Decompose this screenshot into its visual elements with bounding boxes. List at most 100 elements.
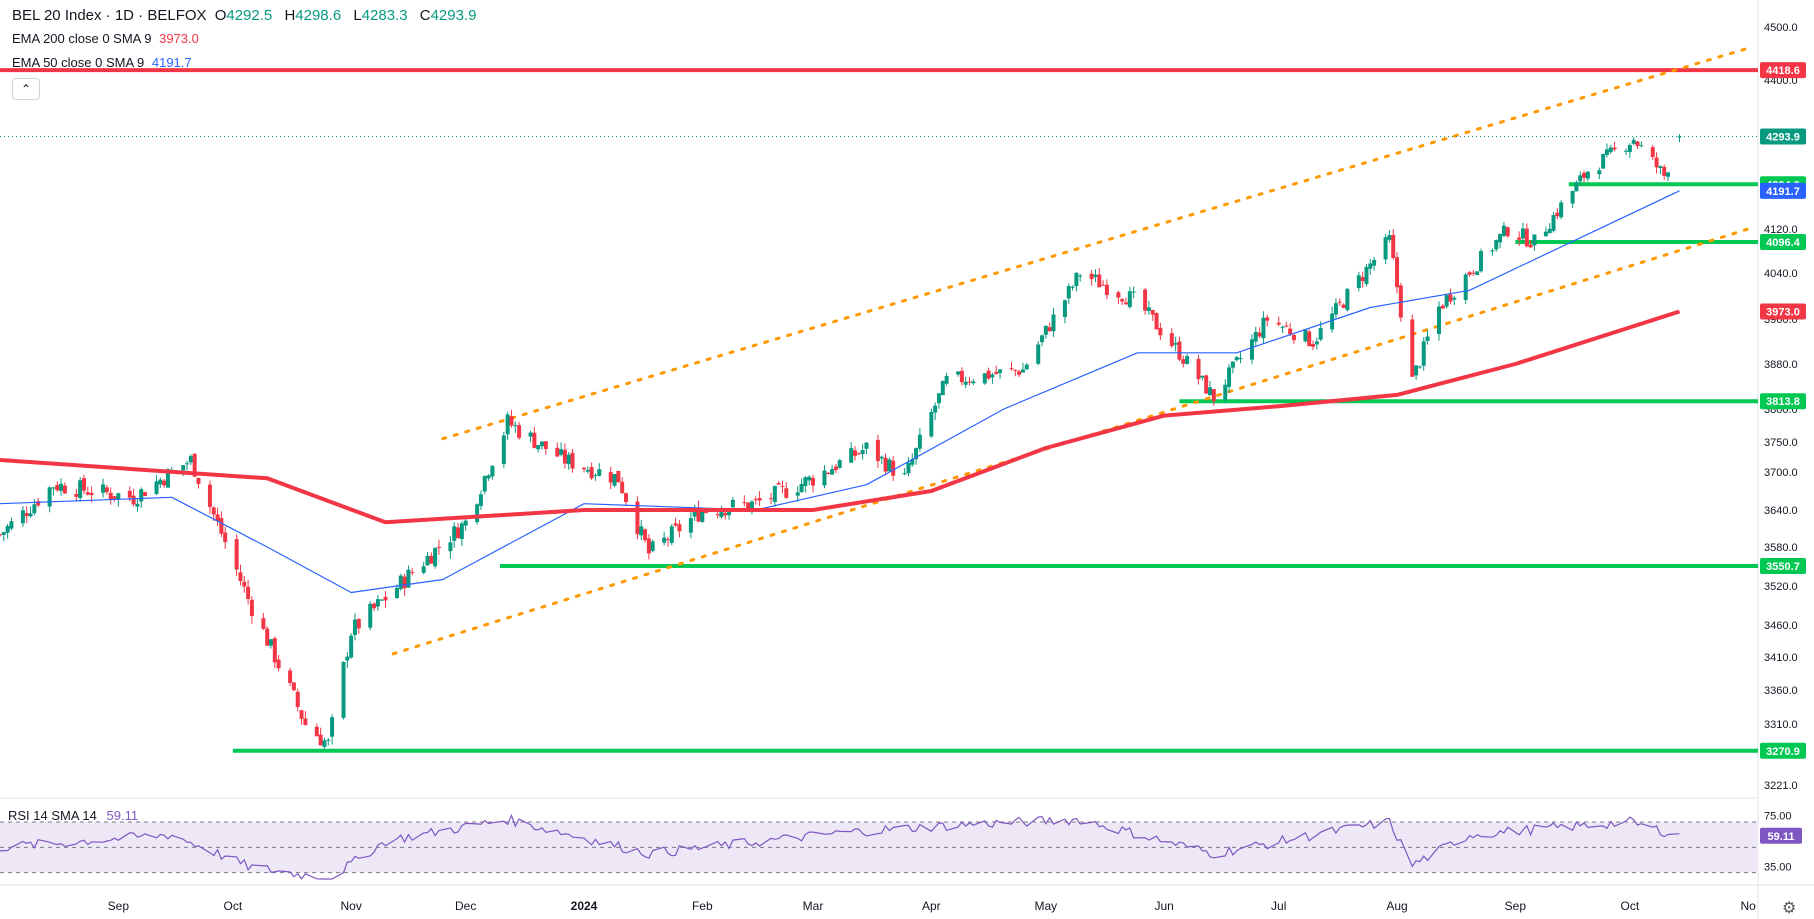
candle-body [1093, 274, 1098, 277]
price-label-text: 3813.8 [1766, 396, 1800, 408]
candle-body [1524, 228, 1529, 247]
candle-body [1124, 302, 1129, 305]
candle-body [1478, 251, 1483, 272]
candle-body [532, 432, 537, 448]
candle-body [1047, 327, 1052, 332]
candle-body [1356, 275, 1361, 288]
rsi-legend[interactable]: RSI 14 SMA 14 59.11 [8, 808, 138, 823]
ema50-value: 4191.7 [151, 55, 192, 70]
price-tick-label: 3580.0 [1764, 542, 1798, 554]
candle-body [593, 475, 598, 477]
candle-body [1570, 191, 1575, 204]
price-tick-label: 3520.0 [1764, 581, 1798, 593]
candle-body [1505, 227, 1510, 237]
candle-body [643, 529, 648, 541]
price-tick-label: 4040.0 [1764, 268, 1798, 280]
candle-body [219, 518, 224, 534]
close-label: C [419, 7, 431, 24]
candle-body [1471, 272, 1476, 274]
candle-body [902, 473, 907, 475]
candle-body [982, 373, 987, 384]
price-tick-label: 4120.0 [1764, 224, 1798, 236]
candle-body [0, 534, 2, 536]
candle-body [1089, 273, 1094, 280]
candle-body [1517, 237, 1522, 240]
candle-body [749, 501, 754, 509]
open-label: O [214, 7, 227, 24]
candle-body [429, 555, 434, 564]
candle-body [436, 546, 441, 548]
candle-body [1207, 387, 1212, 396]
gear-icon[interactable]: ⚙ [1782, 900, 1797, 917]
candle-body [582, 467, 586, 470]
candle-body [719, 510, 724, 518]
candle-body [1383, 237, 1388, 260]
candle-body [1101, 284, 1106, 286]
candle-body [1601, 154, 1606, 169]
candle-body [475, 504, 480, 523]
candle-body [104, 487, 109, 493]
candle-body [1020, 369, 1025, 373]
candle-body [799, 483, 804, 493]
candle-body [822, 470, 827, 486]
candle-body [1318, 327, 1323, 340]
candle-body [677, 524, 682, 532]
ema200-legend[interactable]: EMA 200 close 0 SMA 9 3973.0 [12, 31, 203, 46]
candle-body [853, 450, 858, 456]
candle-body [211, 507, 216, 515]
candle-body [1227, 367, 1232, 387]
candle-body [5, 525, 10, 533]
candle-body [223, 532, 228, 543]
candle-body [463, 520, 468, 526]
candle-body [696, 508, 701, 522]
candle-body [1009, 368, 1014, 370]
candle-body [963, 381, 968, 385]
candle-body [1639, 145, 1644, 147]
price-label-box [1760, 303, 1806, 320]
candle-body [272, 638, 277, 663]
time-tick-label: Oct [224, 899, 243, 913]
time-tick-label: May [1035, 899, 1058, 913]
candle-body [837, 460, 842, 468]
candle-body [833, 466, 838, 471]
candle-body [635, 501, 640, 535]
candle-body [1368, 263, 1373, 269]
candle-body [769, 498, 774, 500]
candle-body [509, 416, 514, 426]
candle-body [1173, 342, 1178, 345]
candle-body [158, 479, 163, 485]
candle-body [528, 432, 533, 437]
candle-body [559, 449, 564, 455]
collapse-legend-button[interactable]: ⌃ [12, 78, 40, 100]
candle-body [879, 456, 884, 459]
candle-body [368, 603, 373, 628]
rsi-value-label: 59.11 [1768, 831, 1795, 843]
candle-body [1249, 339, 1254, 360]
candle-body [723, 512, 728, 516]
candle-body [1650, 147, 1655, 157]
candle-body [1364, 266, 1369, 284]
candle-body [1337, 301, 1342, 303]
candle-body [51, 487, 56, 489]
candle-body [28, 513, 33, 517]
candle-body [127, 490, 132, 498]
candle-body [1181, 359, 1186, 364]
ema50-legend[interactable]: EMA 50 close 0 SMA 9 4191.7 [12, 55, 196, 70]
candle-body [1475, 271, 1480, 275]
candle-body [394, 587, 399, 599]
candle-body [944, 375, 949, 384]
candle-body [1330, 313, 1335, 330]
price-tick-label: 3700.0 [1764, 467, 1798, 479]
candle-body [379, 599, 384, 601]
candle-body [1612, 147, 1617, 150]
candle-body [135, 503, 140, 507]
symbol-title[interactable]: BEL 20 Index · 1D · BELFOX [12, 7, 207, 24]
candle-body [1150, 310, 1155, 315]
price-label-text: 3550.7 [1766, 561, 1800, 573]
candle-body [402, 576, 407, 589]
candle-body [1146, 307, 1151, 311]
candle-body [9, 521, 14, 529]
candle-body [1574, 182, 1579, 192]
candle-body [998, 369, 1003, 373]
